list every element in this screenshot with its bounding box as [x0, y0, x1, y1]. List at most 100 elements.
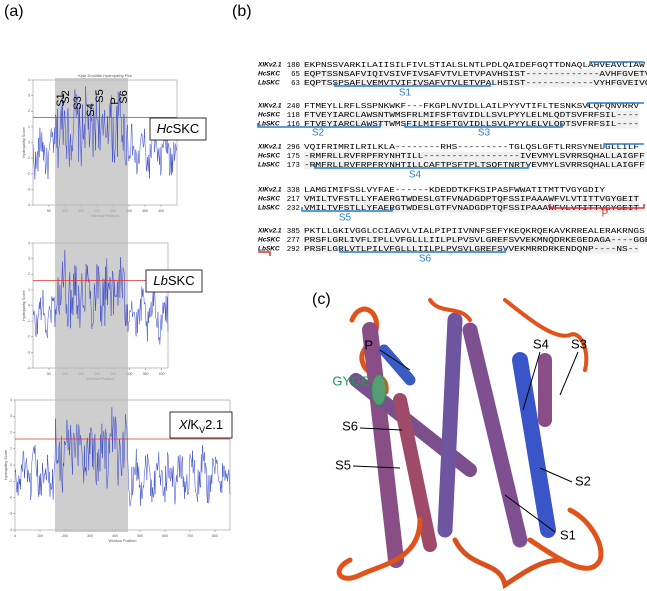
segment-label: P [602, 209, 609, 220]
y-tick-label: -2 [27, 172, 30, 176]
x-tick-label: 400 [158, 209, 164, 213]
sequence-shading [304, 110, 640, 120]
sequence-shading [304, 160, 645, 170]
x-tick-label: 300 [127, 372, 133, 376]
sequence-start: 338 [287, 187, 300, 195]
y-tick-label: -4 [9, 528, 12, 532]
segment-bracket [549, 204, 645, 209]
segment-label: S3 [72, 96, 84, 109]
transmembrane-band [55, 78, 128, 532]
plot-title: Kyte-Doolittle Hydropathy Plot [78, 73, 132, 78]
panel-label: (b) [232, 3, 252, 20]
sequence-start: 232 [287, 205, 300, 213]
label-box [169, 411, 233, 439]
sequence-start: 292 [287, 246, 300, 254]
x-tick-label: 200 [62, 534, 68, 538]
segment-label: S4 [85, 103, 97, 116]
y-tick-label: -2 [27, 335, 30, 339]
sequence: PRSFLGRLVTLPILVFGLLLIILPLPVSVLGREFSVVEKM… [304, 246, 639, 254]
sequence-name: HcSKC [258, 237, 280, 244]
y-tick-label: 4 [28, 241, 30, 245]
leader-lines [352, 349, 579, 533]
sequence-shading [304, 119, 640, 129]
structure-label: P [364, 337, 373, 352]
y-tick-label: 0 [28, 140, 30, 144]
x-tick-label: 300 [126, 209, 132, 213]
y-tick-label: -4 [27, 203, 30, 207]
y-tick-label: 2 [28, 109, 30, 113]
structure-label: S1 [560, 527, 576, 542]
protein-label: XlKV2.1 [178, 417, 223, 435]
x-tick-label: 50 [47, 209, 51, 213]
sequence-name: LbSKC [258, 246, 280, 253]
segment-bracket [339, 248, 506, 253]
y-tick-label: 1 [28, 288, 30, 292]
sequence-name: LbSKC [258, 80, 280, 87]
sequence: EKPNSSVARKILAIISILFIVLSTIALSLNTLPDLQAIDE… [304, 62, 646, 70]
segment-label: S1 [55, 93, 67, 106]
protein-label: HcSKC [157, 121, 200, 136]
sequence-start: 173 [287, 162, 300, 170]
label-part: Hc [157, 121, 173, 136]
y-tick-label: -3 [27, 350, 30, 354]
sequence-name: HcSKC [258, 71, 280, 78]
sequence-start: 118 [287, 112, 300, 120]
sequence: FTVEYIARCLAWSNTWMSFRLMIFSFTGVIDLLSVLPYYL… [304, 112, 639, 120]
sequence-start: 240 [287, 103, 300, 111]
sequence-start: 296 [287, 144, 300, 152]
sequence-name: XlKv2.1 [257, 187, 282, 194]
sequence-name: LbSKC [258, 121, 280, 128]
segment-bracket [301, 207, 393, 212]
sequence-name: LbSKC [258, 205, 280, 212]
y-tick-label: -1 [27, 319, 30, 323]
sequence: -RMFRLLRVFRPFRYNHTILLCAFTPSFTPLTSQFTNRTV… [304, 162, 645, 170]
segment-bracket [314, 164, 529, 169]
sequence-shading [304, 142, 640, 152]
segment-label: S3 [478, 128, 491, 139]
panel-c: P GYGE S6 S5 S4 S3 S2 S1 [332, 298, 604, 590]
x-tick-label: 350 [143, 372, 149, 376]
sequence: -RMFRLLRVFRPFRYNHTILL-----------------IV… [304, 153, 645, 161]
x-tick-label: 0 [14, 534, 16, 538]
y-axis-label: Hydropathy Score [22, 127, 26, 157]
sequence-name: XlKv2.1 [257, 144, 282, 151]
segment-label: S2 [312, 128, 325, 139]
x-tick-label: 700 [187, 534, 193, 538]
y-axis-label: Hydropathy Score [4, 450, 8, 480]
segment-bracket [334, 82, 491, 87]
sequence-name: XlKv2.1 [257, 228, 282, 235]
structure-label: S2 [575, 473, 591, 488]
label-part: Xl [178, 417, 192, 432]
sequence-start: 385 [287, 228, 300, 236]
y-tick-label: 3 [28, 257, 30, 261]
sequence: EQPTSSPSAFLVEMVTVIFIVSAFVTVLETVPALHSIST-… [304, 80, 647, 88]
x-tick-label: 600 [162, 534, 168, 538]
sequence: LAMGIMIFSSLVYFAE------KDEDDTKFKSIPASFWWA… [304, 187, 606, 195]
y-tick-label: 1 [10, 447, 12, 451]
structure-label: S6 [342, 418, 358, 433]
sequence-shading [304, 185, 606, 195]
y-axis-label: Hydropathy Score [22, 290, 26, 320]
sequence-start: 217 [287, 196, 300, 204]
sequence-shading [304, 203, 640, 213]
sequence-name: XlKv2.1 [257, 103, 282, 110]
x-tick-label: 350 [142, 209, 148, 213]
y-tick-label: -4 [27, 366, 30, 370]
y-tick-label: -1 [27, 156, 30, 160]
panel-b: XlKv2.1 180 EKPNSSVARKILAIISILFIVLSTIALSLN… [257, 60, 647, 265]
y-tick-label: 3 [28, 94, 30, 98]
panel-a: 50100150200250300350400-4-3-2-101234Wind… [4, 73, 233, 543]
y-tick-label: 4 [10, 398, 12, 402]
sequence-shading [304, 78, 647, 88]
y-tick-label: -1 [9, 479, 12, 483]
sequence-start: 175 [287, 153, 300, 161]
structure-label: S3 [571, 336, 587, 351]
sequence: FTVEYIARCLAWSTTWMSFILMIFSFTGVIDLLSVLPYYL… [304, 121, 639, 129]
panel-label: (a) [4, 3, 24, 20]
x-tick-label: 50 [47, 372, 51, 376]
sequence-shading [304, 101, 640, 111]
x-tick-label: 400 [112, 534, 118, 538]
sequence-shading [304, 69, 647, 79]
x-tick-label: 300 [87, 534, 93, 538]
segment-label: S2 [60, 90, 72, 103]
